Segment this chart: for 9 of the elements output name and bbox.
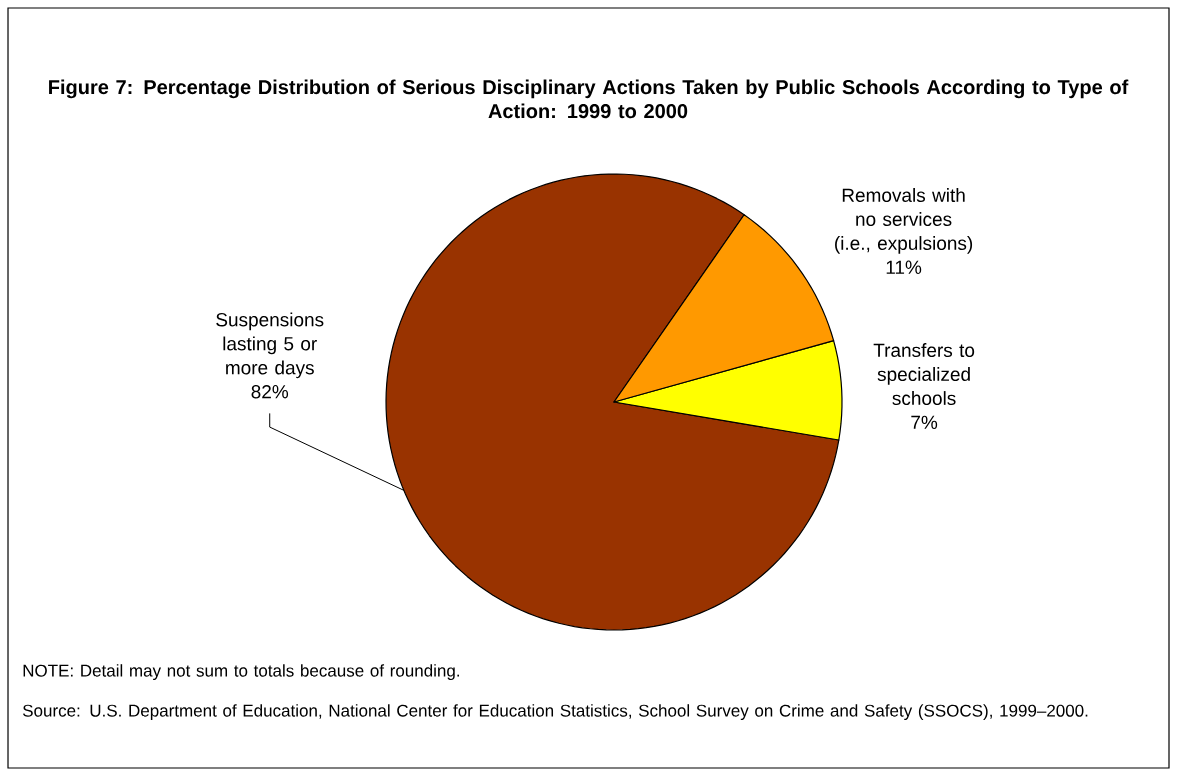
chart-title: Figure 7: Percentage Distribution of Serious Disciplinary Actions Taken by Public Schools According to Type of Action: 1999 to 2000 [49,79,1129,119]
slice-label: Suspensions lasting 5 or more days [216,312,324,379]
text: NOTE: Detail may not sum to totals because of rounding. [23,664,460,681]
source-note: Source: U.S. Department of Education, National Center for Education Statistics, School Survey on Crime and Safety (SSOCS), 1999–2000. [22,704,1088,721]
slice-label: Transfers to specialized schools [873,343,975,406]
data-label: 11% [886,260,922,274]
data-label: 82% [251,385,289,399]
data-label: 7% [911,415,938,429]
slice-label: Removals with no services (i.e., expulsions) [835,188,973,254]
